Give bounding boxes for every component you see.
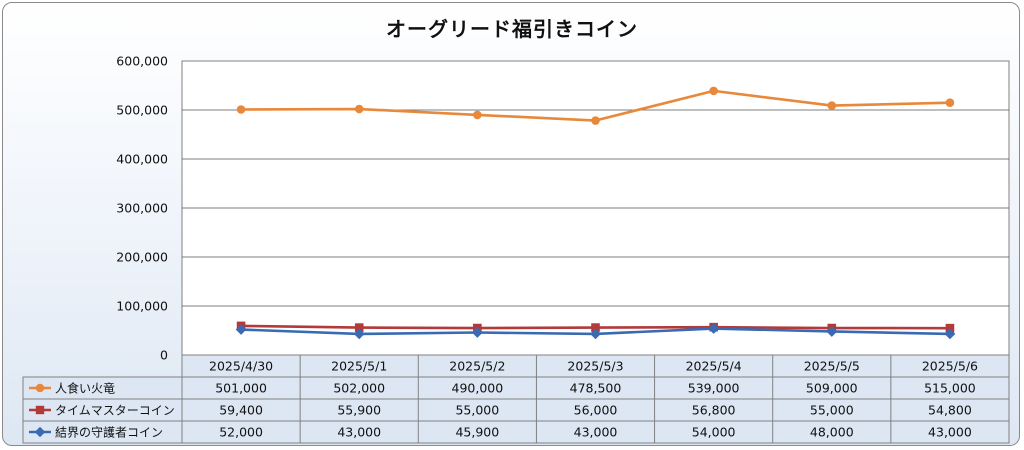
x-category-label: 2025/5/1: [331, 359, 387, 374]
data-table-value: 490,000: [452, 381, 504, 396]
data-point: [354, 104, 364, 114]
data-point: [354, 323, 364, 332]
data-table-value: 54,800: [928, 403, 972, 418]
data-point: [708, 323, 720, 334]
data-table-value: 43,000: [928, 425, 972, 440]
x-category-label: 2025/5/4: [686, 359, 742, 374]
x-category-label: 2025/4/30: [209, 359, 273, 374]
data-point: [473, 110, 482, 120]
data-point: [827, 101, 837, 110]
legend-marker: [35, 383, 45, 393]
data-point: [591, 116, 600, 125]
chart-title: オーグリード福引きコイン: [386, 17, 638, 41]
data-point: [944, 328, 956, 340]
legend-series-name: タイムマスターコイン: [55, 404, 175, 418]
data-point: [236, 105, 246, 114]
data-table-value: 59,400: [219, 403, 263, 418]
data-table-value: 52,000: [219, 425, 263, 440]
data-table-value: 539,000: [688, 381, 740, 396]
data-point: [709, 86, 718, 96]
y-tick-label: 200,000: [116, 250, 168, 265]
data-point: [945, 323, 955, 333]
legend-marker: [35, 405, 45, 415]
data-point: [590, 328, 601, 340]
data-table-value: 48,000: [810, 425, 854, 440]
data-table-value: 501,000: [215, 381, 267, 396]
data-table-value: 502,000: [333, 381, 385, 396]
data-point: [235, 324, 247, 335]
data-point: [353, 328, 365, 340]
data-table-value: 45,900: [455, 425, 499, 440]
x-category-label: 2025/5/2: [449, 359, 505, 374]
y-tick-label: 0: [160, 348, 168, 363]
data-point: [471, 327, 483, 338]
x-category-label: 2025/5/5: [804, 359, 860, 374]
data-table-value: 509,000: [806, 381, 858, 396]
data-table-value: 55,000: [455, 403, 499, 418]
data-table-value: 55,000: [810, 403, 854, 418]
y-tick-label: 500,000: [116, 103, 168, 118]
data-table-value: 56,800: [692, 403, 736, 418]
data-table-value: 55,900: [337, 403, 381, 418]
x-category-label: 2025/5/6: [922, 359, 978, 374]
data-table-value: 43,000: [574, 425, 618, 440]
data-table-value: 515,000: [924, 381, 976, 396]
line-chart: 0 100,000 200,000 300,000 400,000 500,000 600,…: [22, 54, 1010, 444]
x-category-label: 2025/5/3: [567, 359, 623, 374]
legend-series-name: 結界の守護者コイン: [55, 425, 163, 440]
data-table-value: 478,500: [570, 381, 622, 396]
data-table-value: 54,000: [692, 425, 736, 440]
legend-series-name: 人食い火竜: [55, 381, 115, 396]
data-point: [591, 323, 600, 332]
y-tick-label: 300,000: [116, 201, 168, 216]
data-point: [826, 326, 838, 337]
data-table-value: 56,000: [574, 403, 618, 418]
y-tick-label: 400,000: [116, 152, 168, 167]
data-point: [945, 98, 955, 107]
y-tick-label: 100,000: [116, 299, 168, 314]
legend-marker: [34, 426, 46, 438]
y-tick-label: 600,000: [116, 54, 168, 69]
data-table-value: 43,000: [337, 425, 381, 440]
